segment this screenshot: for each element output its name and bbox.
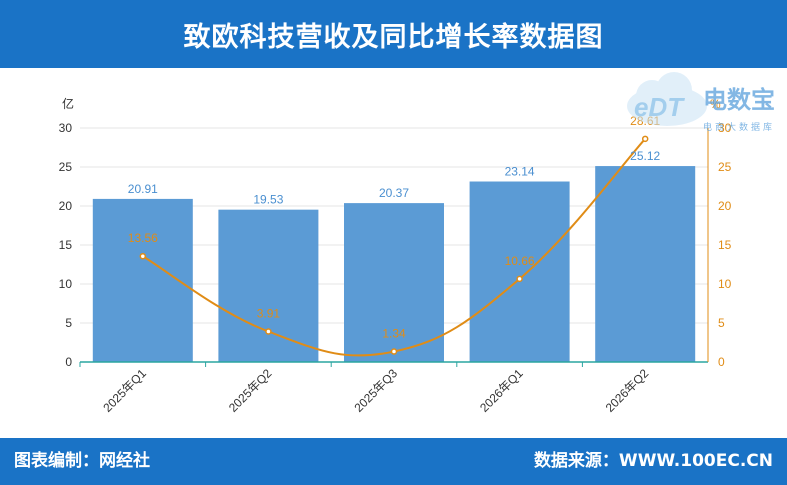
left-tick-label: 30 (59, 121, 73, 135)
x-tick-label: 2025年Q2 (226, 366, 275, 415)
right-tick-label: 30 (718, 121, 732, 135)
right-axis: 0 5 10 15 20 25 30% (707, 97, 732, 369)
growth-value-label: 3.91 (257, 307, 281, 321)
right-tick-label: 10 (718, 277, 732, 291)
left-tick-label: 25 (59, 160, 73, 174)
left-tick-label: 10 (59, 277, 73, 291)
bar-value-label: 23.14 (505, 165, 535, 179)
chart-title: 致欧科技营收及同比增长率数据图 (183, 21, 604, 53)
right-tick-label: 5 (718, 316, 725, 330)
footer-source: 数据来源：WWW.100EC.CN (533, 451, 773, 471)
logo-text: eDT (634, 92, 685, 122)
left-axis: 0 5 10 15 20 25 30 亿 (59, 96, 74, 369)
revenue-bar (469, 181, 570, 362)
bar-value-label: 20.91 (128, 182, 158, 196)
x-tick-label: 2025年Q3 (352, 366, 401, 415)
growth-value-label: 10.66 (505, 254, 535, 268)
revenue-bar (344, 203, 444, 362)
left-tick-label: 15 (59, 238, 73, 252)
bar-value-label: 20.37 (379, 186, 409, 200)
right-tick-label: 25 (718, 160, 732, 174)
revenue-bar (595, 166, 696, 362)
cloud-logo-icon: eDT (627, 72, 707, 126)
right-tick-label: 15 (718, 238, 732, 252)
growth-point (139, 252, 147, 260)
growth-point (641, 135, 649, 143)
footer: 图表编制：网经社 数据来源：WWW.100EC.CN (0, 438, 787, 485)
header: 致欧科技营收及同比增长率数据图 (0, 0, 787, 68)
bar-value-label: 19.53 (253, 193, 283, 207)
bars (92, 166, 696, 362)
x-tick-label: 2026年Q2 (603, 366, 652, 415)
footer-credit: 图表编制：网经社 (14, 451, 150, 471)
growth-point (265, 328, 272, 335)
revenue-bar (218, 209, 319, 362)
left-tick-label: 20 (59, 199, 73, 213)
left-tick-label: 5 (65, 316, 72, 330)
left-axis-unit: 亿 (62, 96, 74, 111)
right-tick-label: 0 (718, 355, 725, 369)
watermark-subtitle: 电商大数据库 (703, 123, 776, 133)
x-tick-label: 2026年Q1 (477, 366, 526, 415)
watermark-name: 电数宝 (703, 86, 775, 114)
growth-point (390, 348, 398, 355)
growth-value-label: 1.34 (382, 327, 406, 341)
left-tick-label: 0 (65, 355, 72, 369)
growth-value-label: 13.56 (128, 231, 158, 245)
growth-point (516, 275, 523, 283)
x-tick-label: 2025年Q1 (100, 366, 149, 415)
revenue-bar (92, 198, 193, 362)
right-tick-label: 20 (718, 199, 732, 213)
bar-value-label: 25.12 (630, 149, 660, 163)
x-axis: 2025年Q1 2025年Q2 2025年Q3 2026年Q1 2026年Q2 (79, 362, 652, 415)
right-axis-unit: % (710, 97, 721, 111)
growth-line (139, 135, 649, 357)
chart-area: 0 5 10 15 20 25 30 亿 0 5 10 15 20 25 30% 2025年Q1 2025年… (0, 68, 787, 438)
